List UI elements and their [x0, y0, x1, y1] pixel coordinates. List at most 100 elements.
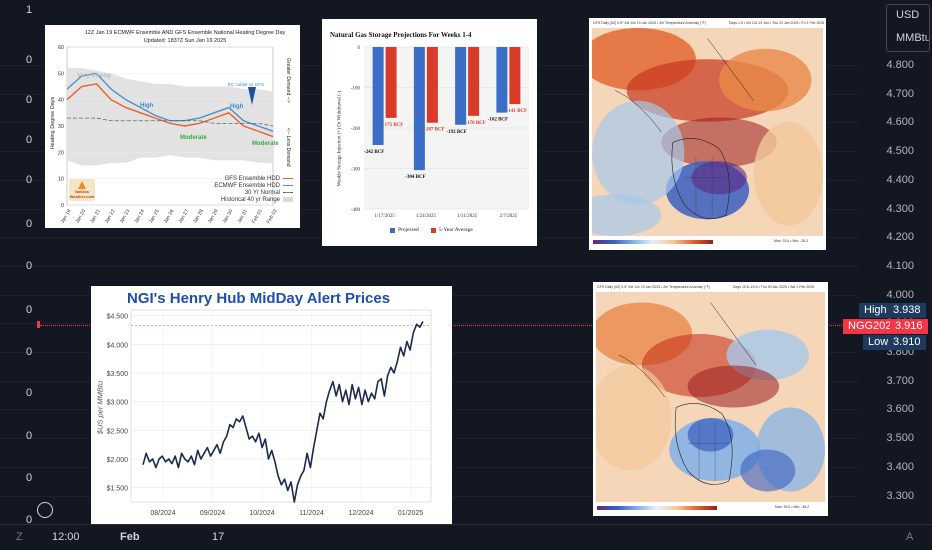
hdd-x-tick: Jan 23: [119, 208, 132, 224]
last-price-tag: 3.916: [890, 319, 928, 334]
average-bar: [385, 47, 397, 118]
map-top-image: [592, 28, 823, 236]
left-axis-tick: 0: [26, 260, 33, 272]
anomaly-region: [596, 365, 672, 471]
henry-y-tick: $1.500: [107, 486, 129, 493]
henry-y-tick: $2.500: [107, 428, 129, 435]
map-top-colorbar: [593, 240, 713, 244]
storage-legend: Projected 5-Year Average: [390, 227, 473, 233]
legend-projected-label: Projected: [398, 227, 419, 233]
map-bottom-header-right: Days 10.5–15.5 • Thu 30 Jan 2025 • Sat 1…: [733, 285, 814, 289]
high-tag-value: 3.938: [888, 303, 926, 318]
anomaly-region: [753, 121, 823, 226]
henry-title: NGI's Henry Hub MidDay Alert Prices: [127, 290, 391, 307]
corner-left[interactable]: Z: [16, 531, 23, 543]
henry-plot-frame: [130, 309, 432, 503]
storage-data-label: -192 BCF: [446, 130, 466, 135]
storage-data-label: -304 BCF: [405, 175, 425, 180]
unit-label[interactable]: MMBtu: [896, 32, 931, 44]
low-tag-label: Low: [863, 335, 894, 350]
left-axis-tick: 0: [26, 430, 33, 442]
legend-ecmwf-label: ECMWF Ensemble HDD: [214, 182, 280, 189]
storage-x-tick: 1/17/2025: [374, 214, 395, 219]
storage-data-label: -141 BCF: [507, 109, 527, 114]
hdd-x-tick: Jan 28: [192, 208, 205, 224]
hdd-y-tick: 50: [58, 71, 64, 77]
left-axis-tick: 0: [26, 304, 33, 316]
price-tick: 4.800: [886, 59, 914, 71]
map-top-header-right: Days 1-5 • Init 12z 19 Jan • Thu 23 Jan …: [729, 21, 824, 25]
storage-y-tick: 0: [358, 46, 361, 51]
hdd-y-tick: 10: [58, 177, 64, 183]
coastline: [614, 38, 754, 133]
state-borders: [687, 422, 729, 481]
price-tick: 4.600: [886, 116, 914, 129]
left-axis-tick: 0: [26, 387, 33, 399]
storage-title: Natural Gas Storage Projections For Week…: [330, 31, 472, 39]
left-axis-tick: 0: [26, 134, 33, 146]
storage-chart-panel: Natural Gas Storage Projections For Week…: [322, 19, 537, 246]
hdd-x-tick: Jan 29: [207, 208, 220, 224]
hdd-x-tick: Jan 27: [177, 208, 190, 224]
axis-box-border: [886, 4, 930, 52]
projected-bar: [455, 47, 467, 125]
average-bar: [426, 47, 438, 123]
symbol-tag[interactable]: NGG2025: [843, 319, 903, 334]
price-tick: 3.700: [886, 374, 914, 387]
projected-bar: [496, 47, 508, 113]
storage-chart: 0 -100 -200 -300 -400 -242 BCF -175 BCF 1/17/20…: [351, 46, 529, 219]
hdd-x-tick: Jan 25: [148, 208, 161, 224]
price-axis[interactable]: USD MMBtu 4.800 4.700 4.600 4.500 4.400 4.300…: [858, 0, 932, 550]
hdd-x-tick: Jan 24: [133, 208, 146, 224]
hdd-down-arrow-icon: [248, 87, 256, 105]
time-axis-divider: [0, 524, 932, 525]
legend-normal: 30 Yr Normal: [203, 189, 293, 196]
price-tick: 4.100: [886, 259, 914, 272]
hdd-x-tick: Feb 02: [266, 208, 279, 225]
storage-x-tick: 1/31/2025: [457, 214, 478, 219]
hdd-annot-high-2: High: [230, 104, 244, 110]
time-label-feb: Feb: [120, 531, 140, 543]
average-bar: [468, 47, 480, 116]
hdd-x-tick: Jan 31: [236, 208, 249, 224]
hdd-y-tick: 0: [61, 203, 64, 209]
projected-bar: [372, 47, 384, 146]
storage-y-tick: -400: [351, 208, 361, 213]
price-tick: 4.400: [886, 173, 914, 186]
hdd-annot-moderate-1: Moderate: [180, 135, 207, 141]
price-tick: 3.300: [886, 489, 914, 502]
tv-logo[interactable]: [37, 502, 53, 518]
anomaly-region: [592, 194, 662, 236]
coastline: [618, 302, 757, 398]
hdd-chart-panel: 12Z Jan 19 ECMWF Ensemble AND GFS Ensemb…: [45, 25, 300, 228]
price-tick: 3.400: [886, 460, 914, 473]
gridline: [0, 265, 858, 267]
map-top-header: GFS Daily (0Z) 0.5° Init 12z 19 Jan 2025…: [593, 21, 706, 25]
left-axis-tick: 1: [26, 4, 33, 16]
hdd-y-tick: 40: [58, 98, 64, 104]
temp-anomaly-map-top: GFS Daily (0Z) 0.5° Init 12z 19 Jan 2025…: [589, 18, 826, 250]
hdd-annot-very-strong: Very Strong: [77, 73, 111, 79]
left-axis-tick: 0: [26, 94, 33, 106]
storage-y-tick: -100: [351, 87, 361, 92]
storage-x-tick: 2/7/2025: [499, 214, 517, 219]
storage-data-label: -242 BCF: [364, 150, 384, 155]
henry-price-line: [142, 321, 424, 503]
legend-ecmwf: ECMWF Ensemble HDD: [203, 182, 293, 189]
currency-label[interactable]: USD: [896, 9, 920, 21]
storage-data-label: -175 BCF: [383, 123, 403, 128]
henry-x-tick: 10/2024: [249, 510, 274, 517]
high-tag-label: High: [859, 303, 892, 318]
corner-right[interactable]: A: [906, 531, 914, 543]
price-tick: 3.500: [886, 432, 914, 445]
projected-bar: [413, 47, 425, 171]
hdd-annot-high-1: High: [140, 103, 154, 109]
anomaly-region: [740, 449, 796, 492]
anomaly-region: [687, 365, 780, 408]
hdd-x-tick: Jan 22: [104, 208, 117, 224]
henry-x-tick: 12/2024: [348, 510, 373, 517]
price-tick: 4.000: [886, 288, 914, 301]
map-bottom-colorbar: [597, 506, 717, 510]
legend-gfs: GFS Ensemble HDD: [203, 175, 293, 182]
